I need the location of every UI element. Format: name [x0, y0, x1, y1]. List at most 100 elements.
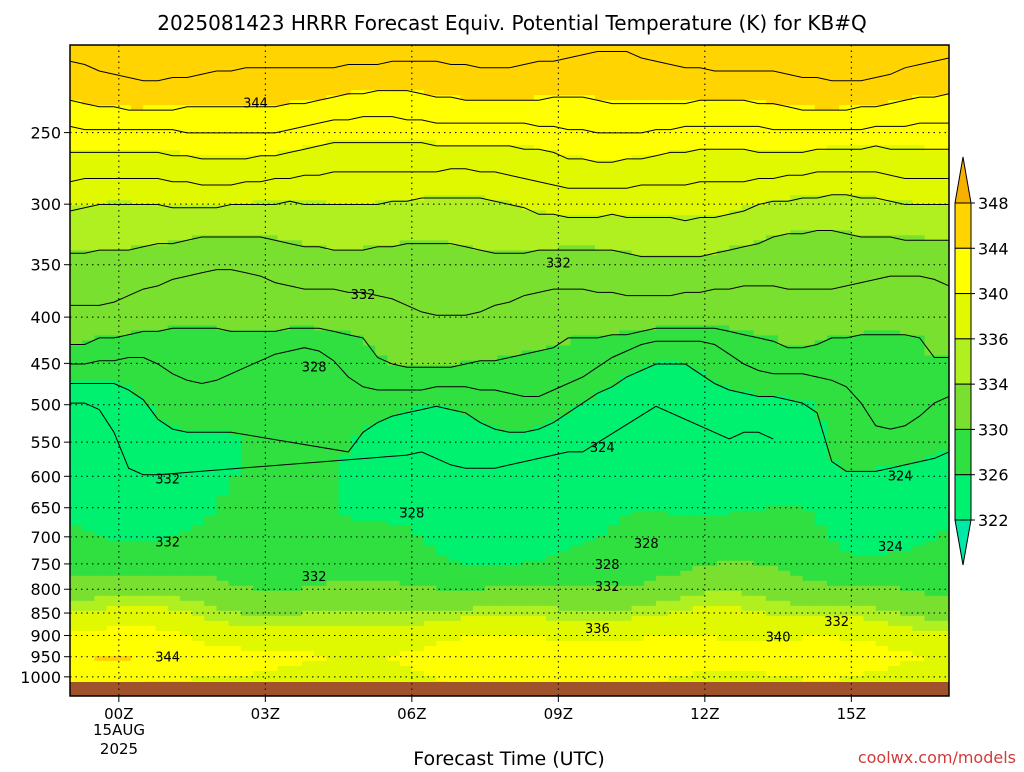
field-cell [179, 370, 193, 377]
field-cell [314, 200, 327, 206]
field-cell [521, 345, 535, 352]
field-cell [301, 150, 315, 156]
field-cell [387, 480, 401, 487]
field-cell [375, 65, 389, 71]
field-cell [460, 265, 474, 271]
field-cell [448, 665, 462, 672]
field-cell [94, 660, 108, 667]
field-cell [204, 70, 218, 76]
field-cell [289, 400, 303, 407]
field-cell [338, 265, 352, 271]
field-cell [82, 130, 96, 136]
field-cell [155, 295, 169, 301]
field-cell [155, 460, 169, 467]
field-cell [289, 235, 303, 241]
field-cell [265, 45, 279, 51]
field-cell [472, 235, 486, 241]
field-cell [143, 325, 157, 332]
field-cell [179, 630, 193, 637]
field-cell [118, 310, 132, 317]
field-cell [485, 425, 498, 432]
field-cell [326, 175, 340, 181]
field-cell [289, 420, 303, 427]
field-cell [228, 160, 242, 166]
field-cell [277, 215, 291, 221]
field-cell [509, 380, 523, 387]
field-cell [375, 415, 389, 422]
field-cell [82, 110, 96, 116]
field-cell [265, 615, 279, 622]
field-cell [192, 550, 205, 557]
field-cell [472, 665, 486, 672]
field-cell [70, 290, 83, 296]
field-cell [204, 450, 218, 457]
field-cell [131, 315, 144, 322]
field-cell [94, 410, 108, 417]
field-cell [94, 640, 108, 647]
field-cell [82, 65, 96, 71]
field-cell [143, 620, 157, 627]
field-cell [399, 450, 413, 457]
field-cell [265, 135, 279, 141]
field-cell [497, 590, 511, 597]
field-cell [192, 650, 205, 657]
field-cell [350, 230, 364, 236]
field-cell [375, 370, 389, 377]
field-cell [192, 330, 205, 337]
field-cell [106, 655, 120, 662]
field-cell [216, 405, 230, 412]
field-cell [521, 615, 535, 622]
field-cell [363, 195, 376, 201]
field-cell [143, 195, 157, 201]
field-cell [375, 625, 389, 632]
field-cell [485, 180, 498, 186]
field-cell [424, 55, 437, 61]
field-cell [204, 255, 218, 261]
field-cell [436, 500, 450, 507]
field-cell [70, 95, 83, 101]
field-cell [301, 570, 315, 577]
field-cell [143, 115, 157, 121]
field-cell [216, 445, 230, 452]
field-cell [289, 170, 303, 176]
field-cell [277, 195, 291, 201]
field-cell [350, 405, 364, 412]
field-cell [509, 345, 523, 352]
field-cell [326, 155, 340, 161]
field-cell [118, 135, 132, 141]
field-cell [411, 185, 425, 191]
field-cell [436, 560, 450, 567]
field-cell [118, 170, 132, 176]
field-cell [240, 615, 254, 622]
field-cell [131, 250, 144, 256]
field-cell [533, 60, 547, 66]
field-cell [350, 165, 364, 171]
field-cell [363, 645, 376, 652]
field-cell [497, 105, 511, 111]
field-cell [301, 475, 315, 482]
field-cell [131, 405, 144, 412]
field-cell [167, 365, 181, 372]
field-cell [240, 340, 254, 347]
field-cell [375, 425, 389, 432]
field-cell [436, 270, 450, 276]
field-cell [265, 515, 279, 522]
field-cell [338, 110, 352, 116]
field-cell [204, 390, 218, 397]
field-cell [497, 370, 511, 377]
field-cell [521, 420, 535, 427]
field-cell [70, 45, 83, 51]
field-cell [497, 615, 511, 622]
field-cell [253, 360, 266, 367]
field-cell [497, 375, 511, 382]
field-cell [94, 480, 108, 487]
field-cell [472, 110, 486, 116]
field-cell [509, 255, 523, 261]
field-cell [326, 460, 340, 467]
field-cell [106, 100, 120, 106]
field-cell [179, 410, 193, 417]
field-cell [167, 575, 181, 582]
field-cell [155, 185, 169, 191]
field-cell [204, 465, 218, 472]
field-cell [289, 115, 303, 121]
